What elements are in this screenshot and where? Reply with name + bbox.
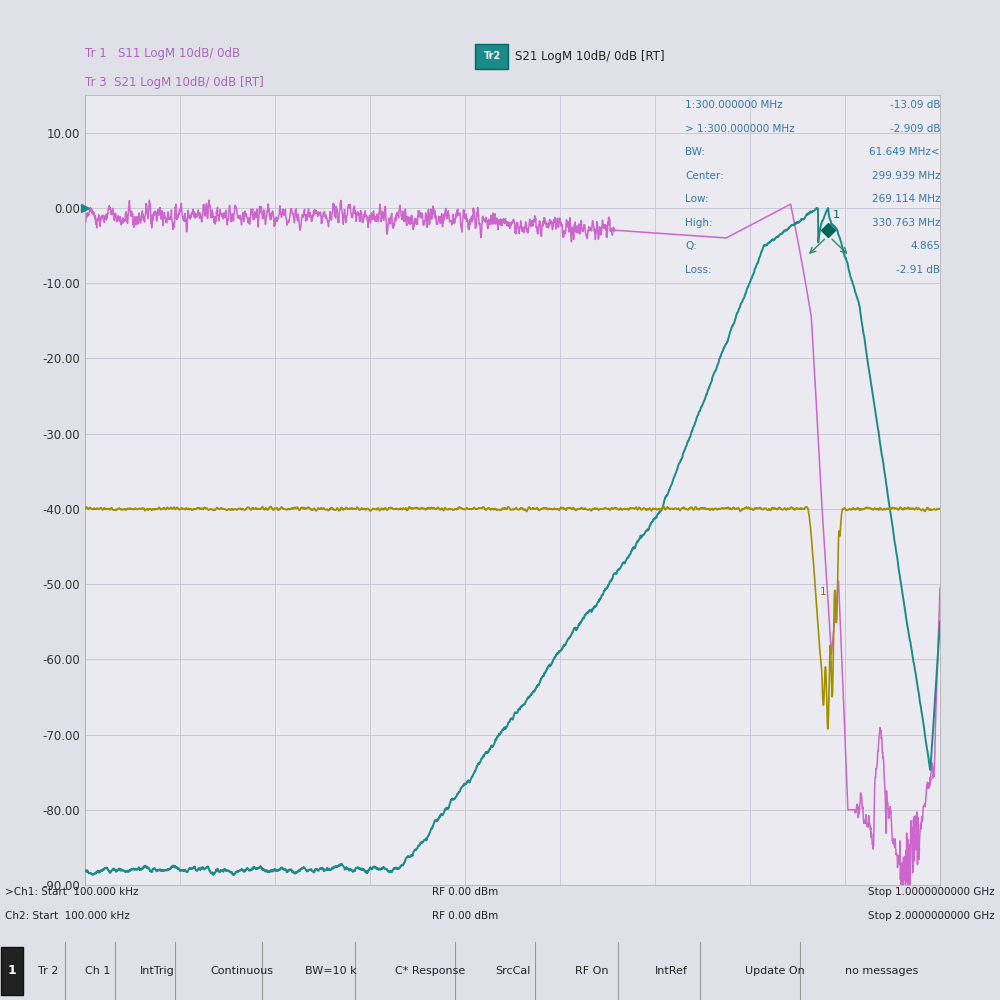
Text: -2.909 dB: -2.909 dB xyxy=(890,124,940,134)
Text: Q:: Q: xyxy=(685,241,697,251)
Text: BW:: BW: xyxy=(685,147,705,157)
Text: High:: High: xyxy=(685,218,713,228)
Text: >Ch1: Start  100.000 kHz: >Ch1: Start 100.000 kHz xyxy=(5,887,138,897)
Text: Stop 2.0000000000 GHz: Stop 2.0000000000 GHz xyxy=(868,911,995,921)
Text: > 1:300.000000 MHz: > 1:300.000000 MHz xyxy=(685,124,795,134)
Text: 61.649 MHz<: 61.649 MHz< xyxy=(869,147,940,157)
Text: 1: 1 xyxy=(8,964,16,978)
Text: IntRef: IntRef xyxy=(655,966,688,976)
Text: Ch 1: Ch 1 xyxy=(85,966,110,976)
Text: 1: 1 xyxy=(820,587,826,597)
Text: IntTrig: IntTrig xyxy=(140,966,175,976)
Text: 299.939 MHz: 299.939 MHz xyxy=(872,171,940,181)
Text: C* Response: C* Response xyxy=(395,966,465,976)
Text: -13.09 dB: -13.09 dB xyxy=(890,100,940,110)
FancyBboxPatch shape xyxy=(1,947,23,995)
Text: 269.114 MHz: 269.114 MHz xyxy=(872,194,940,204)
Text: -2.91 dB: -2.91 dB xyxy=(896,265,940,275)
Text: no messages: no messages xyxy=(845,966,918,976)
Text: 1:300.000000 MHz: 1:300.000000 MHz xyxy=(685,100,783,110)
Text: Center:: Center: xyxy=(685,171,724,181)
Text: RF 0.00 dBm: RF 0.00 dBm xyxy=(432,887,498,897)
Text: Low:: Low: xyxy=(685,194,708,204)
Text: Loss:: Loss: xyxy=(685,265,712,275)
Text: SrcCal: SrcCal xyxy=(495,966,530,976)
Text: Tr 2: Tr 2 xyxy=(38,966,58,976)
Text: Continuous: Continuous xyxy=(210,966,273,976)
Text: RF 0.00 dBm: RF 0.00 dBm xyxy=(432,911,498,921)
FancyBboxPatch shape xyxy=(475,44,508,69)
Text: 1: 1 xyxy=(833,210,840,220)
Text: Update On: Update On xyxy=(745,966,805,976)
Text: Tr 1   S11 LogM 10dB/ 0dB: Tr 1 S11 LogM 10dB/ 0dB xyxy=(85,47,240,60)
Text: RF On: RF On xyxy=(575,966,608,976)
Text: 330.763 MHz: 330.763 MHz xyxy=(872,218,940,228)
Text: Stop 1.0000000000 GHz: Stop 1.0000000000 GHz xyxy=(868,887,995,897)
Text: Tr2: Tr2 xyxy=(483,51,501,61)
Text: BW=10 k: BW=10 k xyxy=(305,966,357,976)
Text: Tr 3  S21 LogM 10dB/ 0dB [RT]: Tr 3 S21 LogM 10dB/ 0dB [RT] xyxy=(85,76,264,89)
Text: S21 LogM 10dB/ 0dB [RT]: S21 LogM 10dB/ 0dB [RT] xyxy=(515,50,665,63)
Text: 4.865: 4.865 xyxy=(910,241,940,251)
Text: Ch2: Start  100.000 kHz: Ch2: Start 100.000 kHz xyxy=(5,911,130,921)
